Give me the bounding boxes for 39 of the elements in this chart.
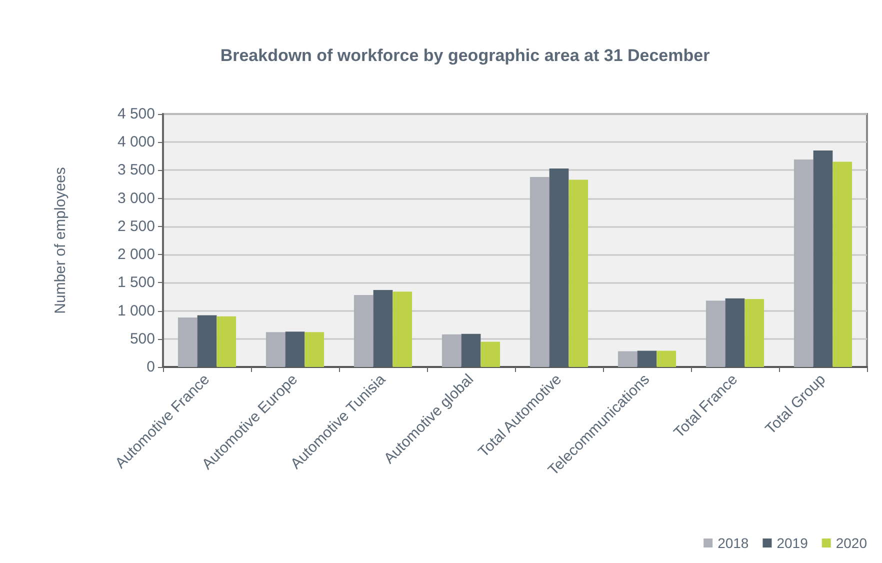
bar bbox=[656, 350, 676, 367]
bar bbox=[354, 295, 374, 367]
bar bbox=[304, 332, 324, 367]
bar bbox=[744, 298, 764, 367]
y-tick-label: 500 bbox=[130, 330, 155, 348]
bar bbox=[832, 162, 852, 367]
bar bbox=[216, 316, 236, 367]
legend-label: 2020 bbox=[836, 535, 868, 551]
y-tick-label: 4 000 bbox=[117, 134, 155, 151]
bar bbox=[568, 180, 588, 367]
y-tick-label: 3 500 bbox=[117, 162, 155, 179]
bar bbox=[480, 342, 500, 367]
bar bbox=[794, 160, 814, 367]
legend-label: 2018 bbox=[718, 535, 749, 551]
y-tick-label: 2 500 bbox=[117, 218, 155, 235]
y-tick-label: 0 bbox=[146, 358, 155, 376]
bar bbox=[442, 334, 462, 367]
bar bbox=[266, 332, 286, 367]
legend-label: 2019 bbox=[776, 535, 808, 551]
y-tick-label: 1 000 bbox=[117, 302, 155, 320]
bar bbox=[197, 315, 217, 367]
bar bbox=[373, 290, 393, 367]
bar bbox=[813, 150, 833, 367]
bar bbox=[461, 334, 481, 367]
y-tick-label: 4 500 bbox=[117, 106, 155, 122]
bar bbox=[706, 300, 726, 367]
bar bbox=[178, 318, 198, 367]
chart-title: Breakdown of workforce by geographic area at 31 December bbox=[220, 46, 710, 65]
bar bbox=[285, 332, 305, 367]
y-tick-label: 2 000 bbox=[117, 246, 155, 264]
bar bbox=[725, 298, 745, 367]
y-axis-title: Number of employees bbox=[52, 167, 69, 314]
y-tick-label: 1 500 bbox=[117, 274, 155, 292]
bar bbox=[530, 176, 550, 367]
bar bbox=[637, 350, 657, 367]
y-tick-label: 3 000 bbox=[117, 190, 155, 207]
bar bbox=[618, 351, 638, 367]
bar bbox=[392, 292, 412, 367]
bar bbox=[549, 168, 569, 367]
